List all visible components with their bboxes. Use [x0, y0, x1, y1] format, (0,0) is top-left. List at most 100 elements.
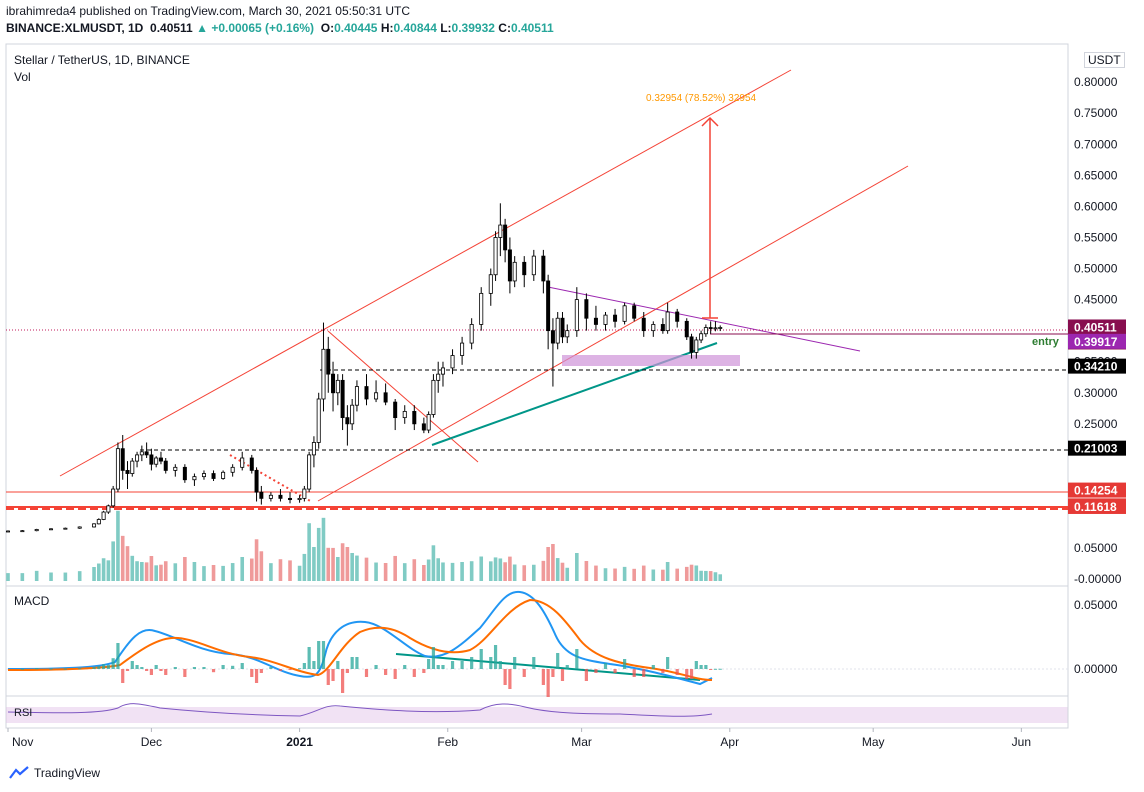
vol-label: Vol — [14, 70, 31, 84]
volume-bar — [120, 535, 125, 581]
rsi-band — [6, 707, 1068, 723]
candle — [326, 336, 331, 393]
candle — [541, 249, 546, 294]
macd-hist-bar — [331, 669, 335, 681]
volume-bar — [321, 517, 326, 581]
candle — [249, 454, 254, 474]
macd-histogram — [20, 641, 722, 697]
candle — [192, 473, 197, 486]
volume-bar — [316, 527, 321, 581]
macd-hist-bar — [666, 657, 670, 669]
volume-bar — [651, 569, 656, 581]
volume-bar — [632, 568, 636, 581]
volume-bar — [259, 551, 264, 581]
measure-label: 0.32954 (78.52%) 32954 — [646, 93, 757, 104]
macd-hist-bar — [431, 647, 436, 669]
macd-line — [7, 590, 713, 686]
candle — [130, 458, 135, 477]
volume-bar — [140, 562, 144, 581]
volume-bar — [450, 562, 455, 581]
macd-hist-bar — [317, 641, 321, 669]
volume-bar — [441, 562, 445, 581]
volume-bar — [431, 545, 436, 581]
footer-brand[interactable]: TradingView — [8, 766, 100, 780]
macd-hist-bar — [307, 647, 311, 669]
candle — [77, 526, 82, 529]
macd-hist-bar — [718, 668, 722, 670]
volume-bar — [508, 556, 512, 581]
close-label: C: — [498, 21, 511, 35]
macd-hist-bar — [20, 668, 24, 670]
candle — [665, 302, 670, 334]
volume-bar — [422, 565, 426, 581]
macd-hist-bar — [460, 661, 464, 669]
macd-hist-bar — [513, 657, 517, 669]
chart-title: Stellar / TetherUS, 1D, BINANCE — [14, 53, 190, 67]
candle — [6, 530, 11, 533]
candle — [34, 528, 39, 532]
entry-label: entry — [1032, 336, 1059, 348]
macd-hist-bar — [479, 649, 483, 669]
candle — [259, 485, 264, 505]
macd-hist-bar — [221, 665, 225, 669]
volume-bar — [493, 557, 498, 581]
candle — [125, 461, 130, 490]
macd-hist-bar — [689, 669, 694, 679]
candle — [139, 445, 144, 462]
volume-bar — [106, 560, 111, 581]
time-tick: Mar — [571, 735, 592, 749]
price-label: 0.21003 — [1068, 440, 1126, 456]
price-change: +0.00065 (+0.16%) — [211, 21, 315, 35]
candle — [488, 268, 493, 306]
macd-hist-bar — [694, 661, 698, 669]
candle — [49, 528, 54, 531]
macd-hist-bar — [498, 661, 502, 669]
candle — [703, 324, 708, 337]
volume-bar — [661, 569, 665, 581]
candle — [440, 361, 445, 387]
volume-bar — [192, 562, 197, 581]
volume-bar — [355, 555, 359, 581]
candle — [574, 287, 579, 337]
candle — [675, 308, 680, 328]
volume-bar — [675, 568, 679, 581]
candle — [479, 287, 484, 331]
macd-hist-bar — [603, 663, 608, 669]
macd-hist-bar — [202, 667, 206, 669]
candle — [221, 470, 226, 480]
macd-hist-bar — [556, 653, 560, 669]
candle — [593, 305, 598, 331]
macd-tick-0: 0.05000 — [1074, 598, 1118, 612]
volume-bar — [312, 547, 316, 581]
volume-bar — [302, 553, 307, 581]
macd-hist-bar — [632, 669, 636, 677]
price-tick: 0.65000 — [1074, 168, 1118, 182]
volume-bar — [699, 570, 703, 581]
macd-hist-bar — [575, 649, 579, 669]
macd-hist-bar — [489, 657, 493, 669]
macd-hist-bar — [441, 665, 445, 669]
candle — [120, 435, 125, 480]
candle — [268, 492, 273, 502]
volume-bar — [230, 563, 235, 581]
volume-bar — [49, 572, 53, 581]
candle — [149, 448, 154, 471]
currency-badge[interactable]: USDT — [1084, 52, 1125, 68]
low-label: L: — [440, 21, 452, 35]
candle — [115, 442, 120, 493]
volume-bar — [97, 563, 101, 581]
candle — [402, 405, 407, 424]
volume-bar — [708, 571, 713, 581]
candles-layer — [6, 203, 723, 533]
candle — [713, 321, 718, 332]
symbol-label: BINANCE:XLMUSDT, 1D — [6, 21, 144, 35]
volume-bar — [684, 566, 689, 581]
candle — [699, 330, 704, 344]
macd-hist-bar — [97, 666, 101, 669]
macd-hist-bar — [192, 667, 197, 669]
volume-bar — [297, 565, 302, 581]
macd-hist-bar — [35, 668, 39, 670]
volume-bar — [541, 560, 546, 581]
candle — [546, 274, 551, 350]
